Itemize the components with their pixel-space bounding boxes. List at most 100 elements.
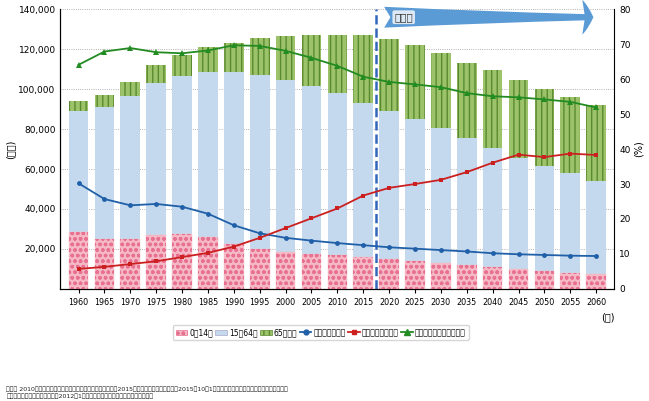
Text: (年): (年) [601, 313, 615, 323]
Bar [586, 180, 606, 274]
Bar [535, 271, 554, 289]
Bar [95, 95, 114, 107]
Bar [354, 35, 373, 103]
Bar [379, 111, 399, 259]
Bar [147, 65, 166, 83]
Bar [147, 83, 166, 235]
Y-axis label: (%): (%) [633, 141, 643, 158]
Bar [457, 265, 476, 289]
Bar [198, 47, 218, 72]
Bar [328, 255, 347, 289]
Bar [302, 86, 321, 254]
Bar [405, 45, 425, 119]
Bar [69, 101, 88, 111]
Bar [431, 263, 451, 289]
Legend: 0～14歳, 15～64歳, 65歳以上, 年少率（右軸）, 高齢化率（右軸）, 生産年齢人口率（右軸）: 0～14歳, 15～64歳, 65歳以上, 年少率（右軸）, 高齢化率（右軸）,… [173, 325, 469, 340]
Bar [431, 53, 451, 128]
Bar [198, 47, 218, 72]
Y-axis label: (千人): (千人) [6, 140, 16, 159]
Bar [561, 97, 580, 173]
Bar [586, 105, 606, 180]
Bar [276, 252, 295, 289]
Bar [354, 35, 373, 103]
Bar [405, 261, 425, 289]
Bar [328, 35, 347, 93]
Bar [561, 173, 580, 273]
Bar [250, 75, 269, 249]
Bar [147, 65, 166, 83]
Bar [535, 271, 554, 289]
Bar [95, 107, 114, 239]
Bar [95, 95, 114, 107]
Bar [276, 36, 295, 80]
Text: 研究所「日本の将来推計人口（2012年1月推計）」の中位推計より国土交通省作成: 研究所「日本の将来推計人口（2012年1月推計）」の中位推計より国土交通省作成 [6, 393, 154, 399]
Bar [431, 263, 451, 289]
Bar [276, 36, 295, 80]
Bar [172, 55, 192, 77]
Bar [405, 45, 425, 119]
Bar [250, 38, 269, 75]
Bar [276, 252, 295, 289]
Bar [69, 232, 88, 289]
Bar [586, 274, 606, 289]
Bar [121, 81, 140, 96]
Bar [561, 97, 580, 173]
Bar [379, 38, 399, 111]
Bar [457, 265, 476, 289]
Bar [172, 234, 192, 289]
Bar [302, 34, 321, 86]
Bar [535, 89, 554, 166]
Bar [535, 166, 554, 271]
Bar [561, 273, 580, 289]
Bar [483, 70, 502, 148]
Bar [535, 89, 554, 166]
Bar [95, 239, 114, 289]
Bar [431, 53, 451, 128]
Bar [457, 63, 476, 138]
Text: 推計値: 推計値 [395, 12, 413, 22]
Bar [172, 234, 192, 289]
Bar [172, 55, 192, 77]
Bar [121, 81, 140, 96]
Bar [509, 158, 528, 269]
Bar [198, 237, 218, 289]
Bar [250, 38, 269, 75]
Bar [172, 77, 192, 234]
Bar [147, 235, 166, 289]
Bar [379, 259, 399, 289]
Bar [224, 244, 243, 289]
Bar [302, 254, 321, 289]
Bar [302, 254, 321, 289]
Bar [121, 239, 140, 289]
Bar [483, 267, 502, 289]
Bar [224, 43, 243, 72]
Bar [457, 63, 476, 138]
Text: 資料） 2010年までの値は総務省「国勢調査」「人口推計」、2015年は総務省「人口推計」（2015年10月1日現在）、推計値は国立社会保障・人口問題: 資料） 2010年までの値は総務省「国勢調査」「人口推計」、2015年は総務省「… [6, 387, 288, 392]
Bar [509, 79, 528, 158]
Bar [354, 257, 373, 289]
Bar [328, 35, 347, 93]
Bar [354, 103, 373, 257]
Bar [198, 72, 218, 237]
Bar [379, 38, 399, 111]
Bar [302, 34, 321, 86]
Bar [121, 96, 140, 239]
Bar [509, 269, 528, 289]
Bar [250, 249, 269, 289]
Bar [328, 255, 347, 289]
Bar [431, 128, 451, 263]
Bar [509, 269, 528, 289]
Bar [379, 259, 399, 289]
Bar [328, 93, 347, 255]
Bar [586, 274, 606, 289]
Bar [509, 79, 528, 158]
Bar [457, 138, 476, 265]
Bar [224, 72, 243, 244]
Bar [561, 273, 580, 289]
Bar [405, 119, 425, 261]
Bar [483, 148, 502, 267]
Bar [483, 70, 502, 148]
Bar [198, 237, 218, 289]
Bar [121, 239, 140, 289]
Bar [250, 249, 269, 289]
